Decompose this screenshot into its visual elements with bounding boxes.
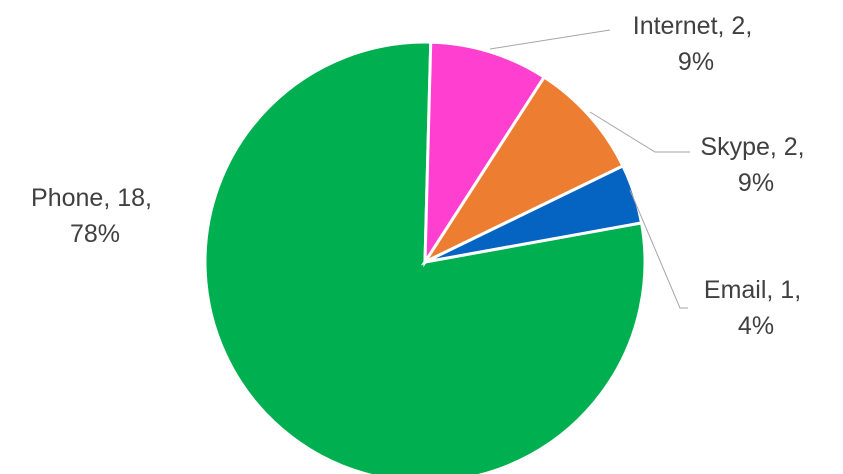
data-label-email: Email, 1, 4% <box>704 276 808 340</box>
data-label-skype: Skype, 2, 9% <box>700 133 811 197</box>
data-labels: Phone, 18, 78% Internet, 2, 9% Skype, 2,… <box>31 12 811 340</box>
leader-line-internet <box>489 29 611 50</box>
pie-slices <box>203 40 647 474</box>
leader-lines <box>489 29 690 309</box>
leader-line-email <box>629 189 688 309</box>
leader-line-skype <box>589 111 690 153</box>
data-label-phone: Phone, 18, 78% <box>31 184 159 248</box>
slice-skype <box>420 75 625 266</box>
data-label-internet: Internet, 2, 9% <box>633 12 759 76</box>
slice-internet <box>423 40 547 268</box>
slice-email <box>424 163 644 264</box>
